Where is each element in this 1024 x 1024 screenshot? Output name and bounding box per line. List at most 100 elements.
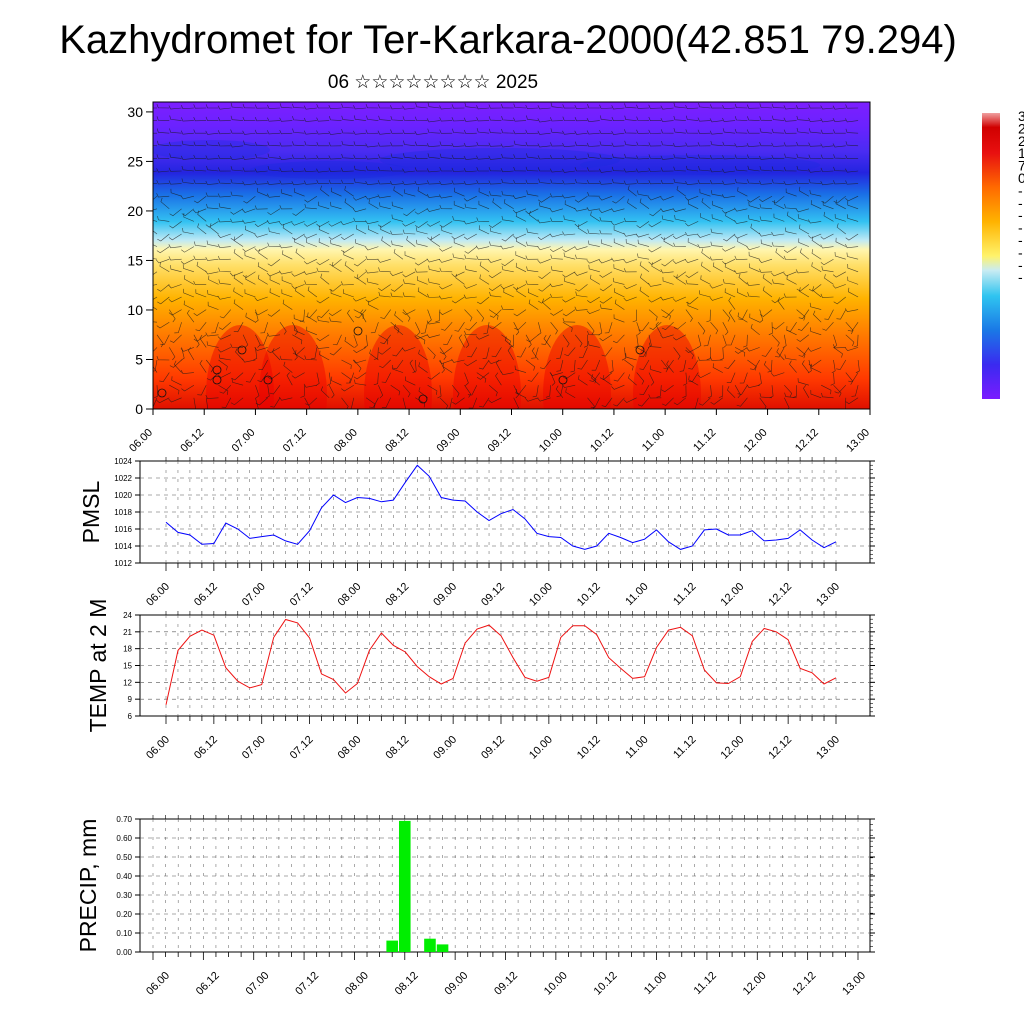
wind-barb (673, 166, 686, 172)
wind-barb (686, 153, 699, 159)
wind-barb (452, 397, 465, 405)
wind-barb (833, 347, 843, 358)
wind-barb (378, 284, 391, 291)
wind-barb (783, 105, 797, 110)
wind-barb (489, 321, 502, 330)
wind-barb (808, 219, 822, 224)
wind-barb (647, 334, 652, 349)
wind-barb (253, 347, 258, 361)
wind-barb (771, 271, 785, 277)
wind-barb (488, 166, 502, 172)
wind-barb (613, 226, 625, 235)
wind-barb (157, 140, 170, 147)
wind-barb (341, 129, 354, 134)
wind-barb (700, 275, 711, 285)
wind-barb (834, 384, 847, 394)
wind-barb (698, 166, 711, 172)
wind-barb (417, 276, 428, 285)
wind-barb (538, 271, 551, 279)
wind-barb (353, 334, 358, 349)
wind-barb (206, 165, 219, 172)
wind-barb (159, 372, 170, 383)
wind-barb (587, 330, 600, 336)
wind-barb (531, 347, 539, 359)
wind-barb (526, 241, 539, 247)
wind-barb (623, 397, 637, 403)
wind-barb (392, 364, 404, 373)
wind-barb (727, 334, 736, 346)
wind-barb (279, 167, 293, 172)
plot-frame (139, 818, 871, 953)
wind-barb (734, 178, 748, 184)
wind-barb (661, 359, 669, 373)
x-tick-label: 10.00 (527, 581, 555, 609)
wind-barb (583, 334, 589, 348)
wind-barb (402, 180, 416, 185)
wind-barb (648, 296, 662, 303)
wind-barb (292, 116, 305, 121)
wind-barb (746, 142, 760, 148)
wind-barb (789, 360, 797, 373)
wind-barb (526, 190, 539, 197)
wind-barb (746, 384, 760, 389)
wind-barb (772, 321, 785, 330)
wind-barb (293, 314, 305, 323)
wind-barb (512, 195, 527, 199)
colorbar-label: - (1018, 269, 1023, 285)
wind-barb (365, 269, 379, 274)
wind-barb (317, 316, 330, 323)
y-tick-label: 0.30 (116, 891, 132, 900)
wind-barb (390, 384, 401, 396)
wind-barb (563, 215, 576, 222)
wind-barb (648, 372, 655, 386)
wind-barb (734, 255, 748, 260)
wind-barb (282, 250, 293, 260)
wind-barb (304, 280, 317, 285)
wind-barb (832, 105, 846, 110)
wind-barb (685, 142, 699, 147)
wind-barb (439, 129, 453, 134)
wind-barb (538, 296, 551, 304)
wind-barb (206, 372, 219, 381)
wind-barb (525, 141, 539, 147)
wind-barb (254, 221, 268, 227)
wind-barb (599, 296, 613, 304)
wind-barb (537, 219, 551, 224)
wind-barb (441, 226, 453, 235)
wind-barb (500, 284, 514, 289)
wind-barb (845, 104, 859, 109)
y-tick-label: 0.20 (116, 910, 132, 919)
y-tick-label: 1022 (114, 474, 132, 483)
wind-barb (703, 334, 711, 347)
wind-barb (577, 224, 588, 235)
wind-barb (636, 155, 650, 160)
wind-barb (783, 246, 797, 253)
wind-barb (772, 279, 785, 285)
wind-barb (599, 129, 613, 135)
wind-barb (341, 153, 354, 159)
wind-barb (759, 103, 773, 109)
wind-barb (774, 347, 785, 358)
wind-barb (279, 270, 293, 275)
wind-barb (611, 208, 625, 213)
wind-barb (427, 347, 436, 360)
wind-barb (574, 130, 588, 135)
wind-barb (820, 167, 834, 172)
wind-barb (835, 199, 846, 210)
wind-barb (394, 311, 404, 323)
wind-barb (649, 321, 662, 330)
cross-section-subtitle: 06 ☆☆☆☆☆☆☆☆ 2025 (327, 72, 539, 93)
wind-barb (743, 334, 748, 348)
y-tick-label: 0.70 (116, 815, 132, 824)
wind-barb (527, 288, 539, 298)
wind-barb (270, 397, 281, 408)
wind-barb (808, 347, 822, 352)
wind-barb (639, 261, 650, 273)
wind-barb (439, 295, 453, 300)
y-tick-label: 15 (127, 252, 143, 268)
wind-barb (550, 293, 563, 298)
wind-barb (836, 359, 847, 370)
wind-barb (316, 130, 330, 135)
wind-barb (810, 363, 822, 373)
wind-barb (537, 195, 551, 203)
